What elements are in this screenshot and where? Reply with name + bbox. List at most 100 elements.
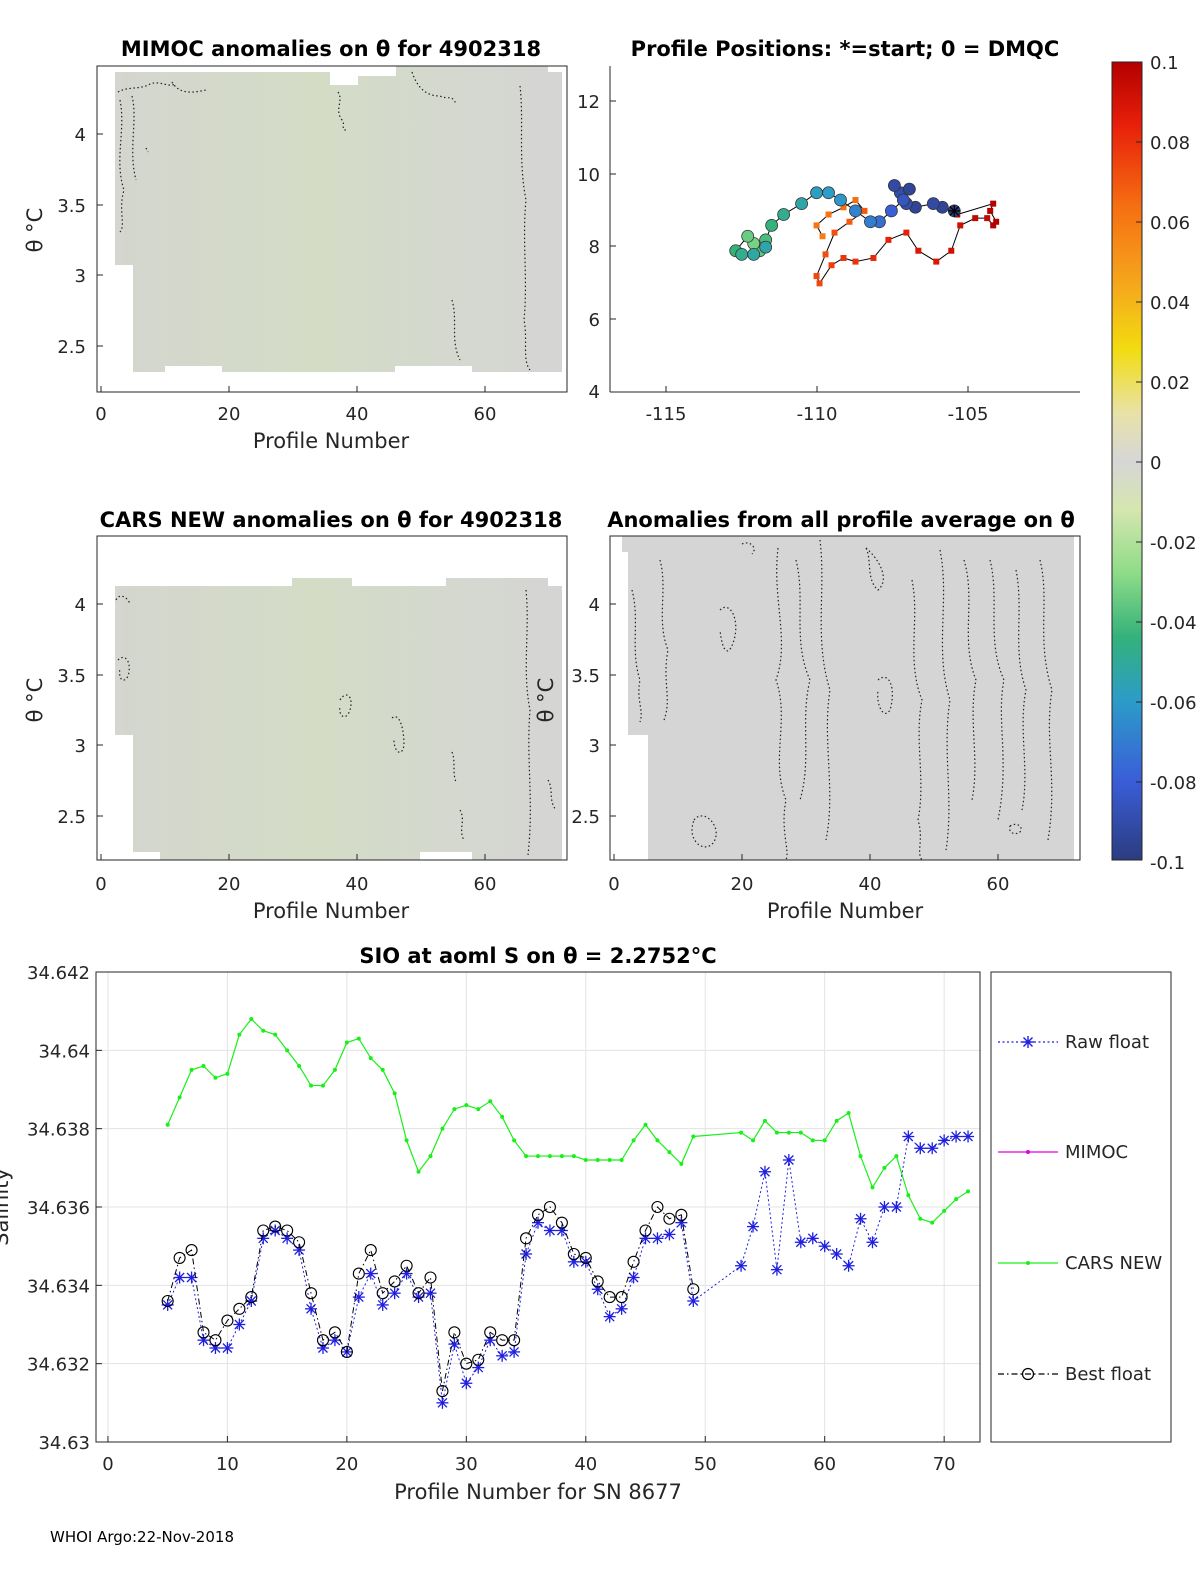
cars-point <box>954 1197 959 1202</box>
cars-ylabel: θ °C <box>23 678 47 723</box>
raw-point <box>770 1263 783 1276</box>
positions-panel: Profile Positions: *=start; 0 = DMQC -11… <box>577 37 1080 425</box>
mimoc-ylabel: θ °C <box>23 208 47 253</box>
best-point <box>603 1291 616 1304</box>
position-square <box>816 280 823 287</box>
position-square <box>957 222 964 229</box>
svg-text:2.5: 2.5 <box>57 807 86 828</box>
x-tick-label: 50 <box>694 1454 717 1475</box>
raw-point <box>651 1232 664 1245</box>
cars-point <box>177 1095 182 1100</box>
best-point <box>245 1291 258 1304</box>
best-point <box>233 1302 246 1315</box>
footer-credit: WHOI Argo:22-Nov-2018 <box>50 1528 234 1546</box>
y-tick-label: 34.632 <box>27 1355 90 1376</box>
cars-point <box>488 1099 493 1104</box>
salinity-title: SIO at aoml S on θ = 2.2752°C <box>359 944 716 968</box>
cars-point <box>631 1138 636 1143</box>
raw-point <box>233 1318 246 1331</box>
svg-text:0.02: 0.02 <box>1150 373 1190 394</box>
cars-point <box>906 1193 911 1198</box>
svg-text:3.5: 3.5 <box>57 196 86 217</box>
cars-point <box>512 1138 517 1143</box>
raw-point <box>687 1295 700 1307</box>
best-point <box>257 1224 270 1237</box>
salinity-xlabel: Profile Number for SN 8677 <box>394 1480 682 1504</box>
cars-point <box>679 1161 684 1166</box>
cars-point <box>559 1154 564 1159</box>
position-square <box>903 229 910 236</box>
cars-point <box>762 1118 767 1123</box>
mimoc-xlabel: Profile Number <box>253 429 410 453</box>
best-point <box>675 1208 688 1221</box>
best-point <box>591 1275 604 1288</box>
raw-point <box>364 1267 377 1280</box>
cars-point <box>285 1048 290 1053</box>
best-point <box>388 1275 401 1288</box>
position-square <box>972 215 979 222</box>
position-square <box>852 197 859 204</box>
position-square <box>825 211 832 218</box>
svg-text:-0.1: -0.1 <box>1150 853 1185 874</box>
cars-point <box>894 1154 899 1159</box>
track-line-recent <box>815 199 997 285</box>
position-circle <box>926 197 940 211</box>
best-point <box>615 1291 628 1304</box>
svg-text:2.5: 2.5 <box>57 337 86 358</box>
best-point <box>352 1267 365 1280</box>
svg-text:3: 3 <box>75 736 86 757</box>
position-circle <box>864 215 877 229</box>
svg-text:-105: -105 <box>948 404 989 425</box>
position-circle <box>896 193 910 207</box>
cars-marker-icon <box>1026 1261 1030 1265</box>
raw-point <box>221 1342 234 1354</box>
best-point <box>460 1357 473 1370</box>
allavg-xlabel: Profile Number <box>767 899 924 923</box>
cars-point <box>368 1056 373 1061</box>
raw-point <box>830 1248 843 1260</box>
salinity-series <box>161 1017 975 1409</box>
salinity-ylabel: Salinity <box>0 1168 13 1246</box>
best-point <box>304 1287 318 1300</box>
raw-point <box>627 1271 640 1284</box>
position-circle <box>747 247 761 261</box>
svg-text:0.1: 0.1 <box>1150 53 1179 74</box>
raw-point <box>926 1142 939 1155</box>
position-square <box>861 207 868 214</box>
svg-text:-0.02: -0.02 <box>1150 533 1197 554</box>
best-point <box>520 1232 533 1245</box>
cars-point <box>918 1216 923 1221</box>
raw-point <box>866 1236 879 1249</box>
svg-text:0: 0 <box>1150 453 1161 474</box>
cars-point <box>237 1032 242 1037</box>
cars-point <box>667 1150 672 1155</box>
legend-label-best: Best float <box>1065 1364 1151 1385</box>
position-square <box>813 222 820 229</box>
best-point <box>328 1326 341 1339</box>
cars-point <box>942 1208 947 1213</box>
position-circle <box>885 204 898 218</box>
svg-text:12: 12 <box>577 92 600 113</box>
position-square <box>987 207 994 214</box>
positions-tickmarks <box>610 100 969 392</box>
colorbar: 0.1 0.08 0.06 0.04 0.02 0 -0.02 -0.04 -0… <box>1111 53 1197 874</box>
legend-label-cars: CARS NEW <box>1065 1253 1162 1274</box>
cars-point <box>751 1138 756 1143</box>
svg-text:4: 4 <box>589 595 600 616</box>
colorbar-tickmarks <box>1136 141 1142 783</box>
svg-text:40: 40 <box>346 874 369 895</box>
svg-text:0.04: 0.04 <box>1150 293 1190 314</box>
legend-label-raw: Raw float <box>1065 1032 1149 1053</box>
colorbar-ticks: 0.1 0.08 0.06 0.04 0.02 0 -0.02 -0.04 -0… <box>1150 53 1197 874</box>
position-square <box>846 218 853 225</box>
position-square <box>990 200 997 207</box>
cars-point <box>870 1185 875 1190</box>
svg-text:-110: -110 <box>797 404 838 425</box>
svg-text:20: 20 <box>218 874 241 895</box>
cars-point <box>452 1107 457 1112</box>
raw-point <box>854 1212 867 1225</box>
allavg-contours <box>631 539 1053 861</box>
x-tick-label: 10 <box>216 1454 239 1475</box>
svg-text:0: 0 <box>95 404 106 425</box>
cars-point <box>595 1158 600 1162</box>
